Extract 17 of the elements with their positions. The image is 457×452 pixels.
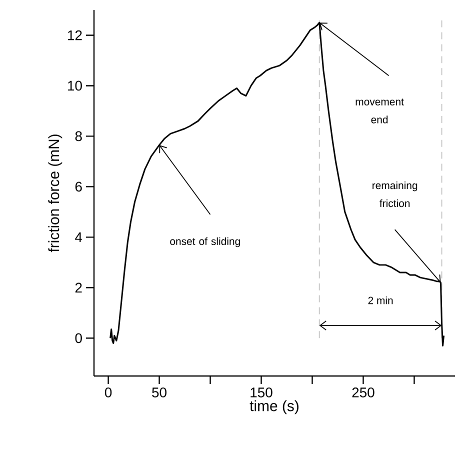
x-tick-label: 250: [352, 388, 374, 398]
x-axis-title: time (s): [250, 400, 298, 414]
annotation: onset of sliding: [170, 237, 240, 248]
y-axis-title: friction force (mN): [48, 134, 62, 252]
y-tick-label: 10: [68, 80, 82, 91]
x-tick-label: 150: [250, 388, 272, 398]
y-tick-label: 8: [75, 131, 82, 142]
y-tick-label: 0: [75, 333, 82, 344]
y-tick-label: 12: [68, 30, 82, 40]
x-tick-label: 0: [104, 388, 112, 398]
y-tick-label: 2: [75, 282, 82, 293]
x-tick-label: 50: [152, 388, 166, 398]
annotation: 2 min: [368, 296, 393, 304]
annotation: movement end: [356, 98, 404, 124]
annotation: remaining friction: [372, 181, 418, 208]
y-tick-label: 6: [75, 182, 82, 192]
y-tick-label: 4: [75, 232, 82, 242]
